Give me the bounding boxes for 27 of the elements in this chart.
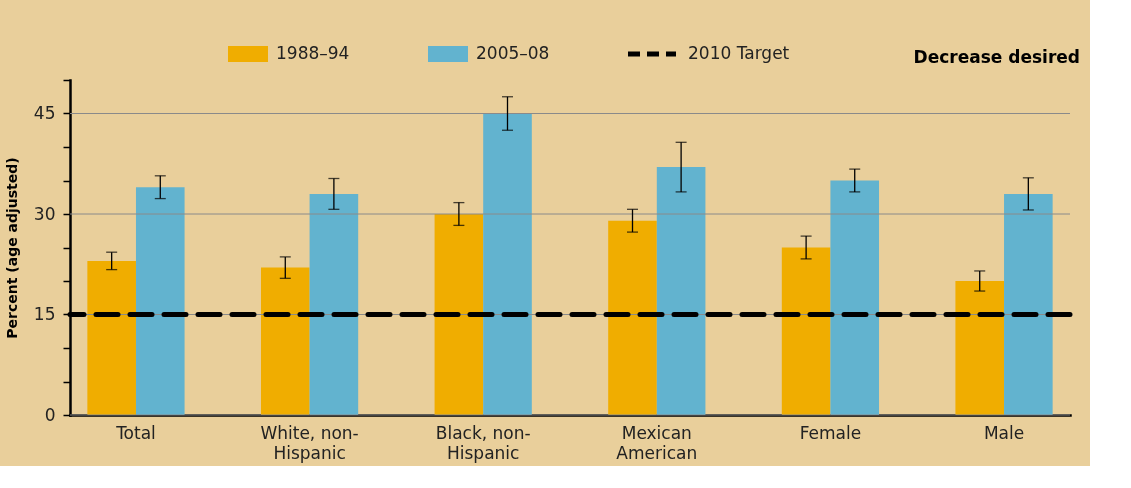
bar — [656, 167, 706, 415]
bar — [781, 247, 831, 415]
bar — [608, 220, 657, 415]
legend-label: 1988–94 — [276, 43, 350, 63]
bar — [135, 187, 185, 415]
x-tick-label: Female — [799, 422, 862, 443]
y-tick-label: 45 — [33, 103, 56, 123]
y-tick-label: 30 — [33, 203, 56, 224]
bar — [955, 281, 1005, 415]
x-tick-label: Mexican American — [616, 422, 698, 463]
bar — [1004, 193, 1053, 415]
bar — [309, 193, 359, 415]
y-axis-title: Percent (age adjusted) — [3, 157, 20, 339]
y-tick-label: 15 — [33, 304, 56, 324]
legend-label: 2010 Target — [688, 43, 790, 63]
x-tick-label: Total — [115, 422, 156, 443]
x-tick-label: Black, non-Hispanic — [435, 422, 531, 463]
y-tick-label: 0 — [44, 404, 56, 425]
bar — [483, 113, 532, 415]
bar — [830, 180, 880, 415]
legend-label: 2005–08 — [476, 43, 550, 63]
bar — [434, 214, 484, 415]
text: Decrease desired — [913, 47, 1080, 67]
x-tick-label: White, non-Hispanic — [260, 422, 359, 463]
bar — [260, 267, 310, 415]
bar — [87, 260, 136, 415]
x-tick-label: Male — [983, 422, 1025, 443]
